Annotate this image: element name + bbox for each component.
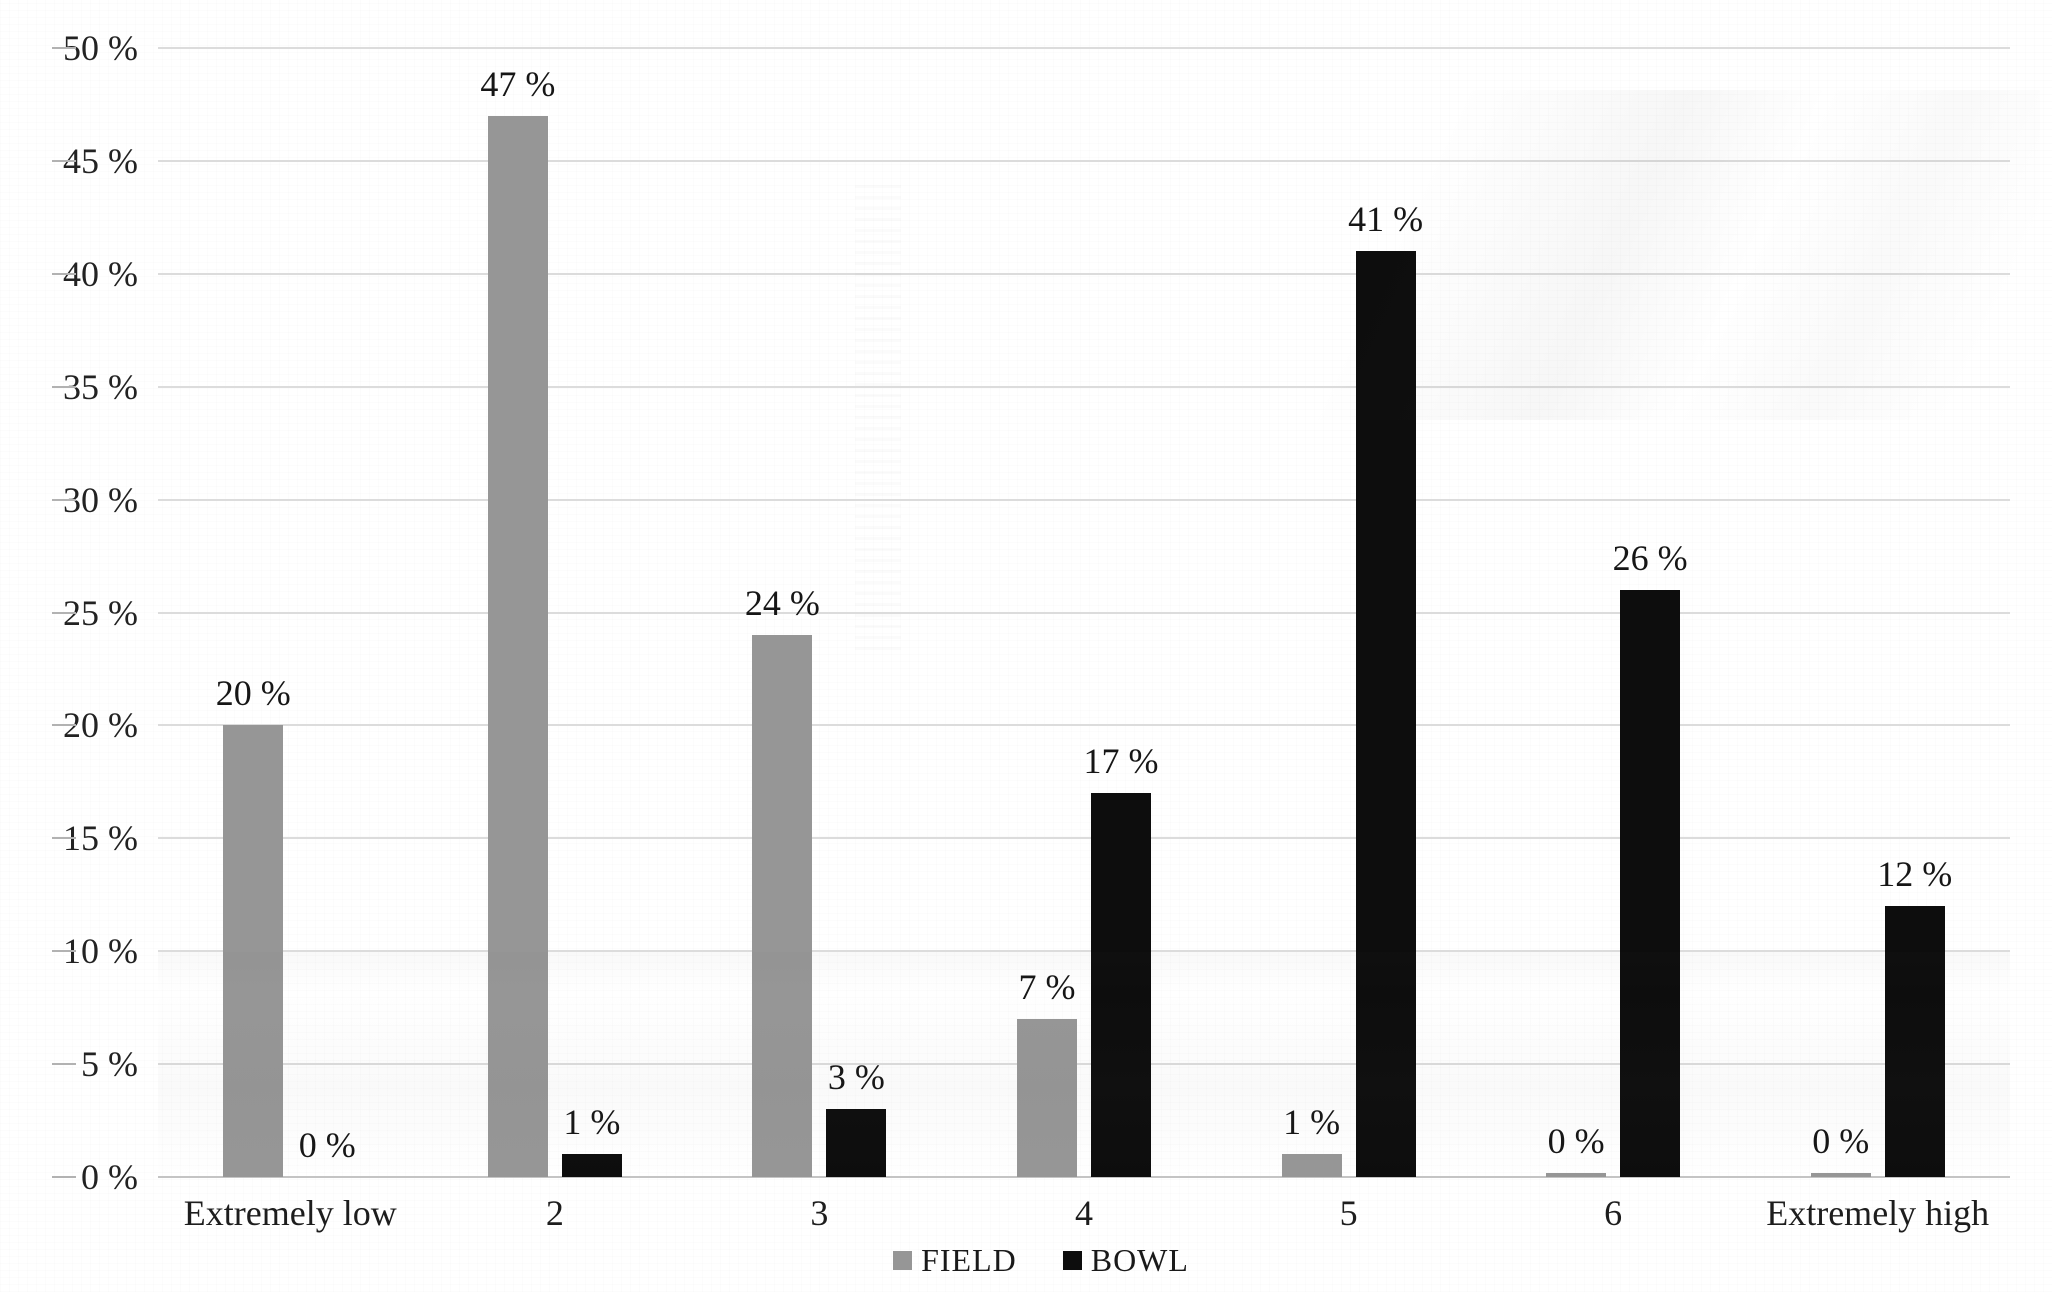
legend-label-bowl: BOWL [1090, 1242, 1189, 1278]
x-axis-label-1: Extremely low [183, 1193, 397, 1233]
bar-bowl-6 [1620, 589, 1681, 1177]
x-axis-label-7: Extremely high [1766, 1193, 1990, 1233]
bar-field-6 [1546, 1173, 1607, 1177]
x-axis-label-4: 4 [1075, 1193, 1093, 1233]
field-swatch-icon [893, 1250, 913, 1270]
bar-value-label-bowl-4: 17 % [1083, 741, 1159, 782]
x-axis-label-2: 2 [545, 1193, 564, 1233]
legend-item-field: FIELD [893, 1243, 1017, 1277]
gridline-20 [158, 724, 2010, 727]
bar-value-label-field-3: 24 % [744, 583, 820, 624]
y-axis-tick-50 [52, 47, 76, 49]
bar-field-5 [1281, 1154, 1342, 1177]
gridline-45 [158, 159, 2010, 162]
bar-bowl-3 [826, 1109, 887, 1177]
bar-value-label-field-6: 0 % [1547, 1121, 1605, 1161]
bar-field-3 [752, 635, 813, 1177]
bar-bowl-2 [561, 1154, 622, 1177]
bar-value-label-bowl-5: 41 % [1348, 199, 1424, 240]
gridline-50 [158, 47, 2010, 49]
y-axis-tick-40 [52, 272, 76, 275]
bar-field-7 [1810, 1173, 1871, 1177]
bar-value-label-field-7: 0 % [1812, 1121, 1870, 1161]
bar-value-label-field-5: 1 % [1283, 1102, 1341, 1143]
y-axis-tick-25 [52, 611, 76, 614]
y-axis-tick-45 [52, 159, 76, 162]
y-axis-tick-35 [52, 385, 76, 388]
y-axis-label-5: 5 % [81, 1044, 138, 1085]
legend-item-bowl: BOWL [1062, 1242, 1189, 1278]
gridline-5 [158, 1063, 2010, 1066]
bar-bowl-7 [1884, 906, 1945, 1177]
gridline-40 [158, 272, 2010, 275]
x-axis-label-6: 6 [1604, 1193, 1623, 1233]
y-axis-tick-5 [52, 1063, 76, 1066]
bar-bowl-4 [1091, 793, 1151, 1177]
y-axis-label-0: 0 % [81, 1157, 138, 1197]
plot-area: 20 % 0 % 47 % 1 % 24 % 3 % 7 % 17 % 1 % 41 % 0 % 26… [158, 47, 2010, 1178]
bar-value-label-bowl-7: 12 % [1877, 854, 1953, 895]
bar-value-label-field-2: 47 % [480, 63, 556, 104]
gridline-30 [158, 498, 2010, 501]
gridline-35 [158, 385, 2010, 388]
bar-value-label-field-4: 7 % [1018, 966, 1076, 1007]
bar-field-4 [1017, 1018, 1077, 1177]
gridline-0 [158, 1176, 2010, 1178]
bar-value-label-bowl-2: 1 % [563, 1102, 621, 1143]
gridline-25 [158, 611, 2010, 614]
bar-field-2 [487, 115, 548, 1177]
bowl-swatch-icon [1062, 1250, 1082, 1270]
gridline-10 [158, 950, 2010, 953]
x-axis-label-5: 5 [1339, 1193, 1358, 1233]
y-axis-tick-10 [52, 950, 76, 953]
bar-value-label-bowl-6: 26 % [1612, 537, 1688, 578]
legend: FIELD BOWL [0, 1243, 2052, 1277]
bar-value-label-bowl-1: 0 % [298, 1125, 356, 1165]
y-axis-tick-15 [52, 837, 76, 840]
x-axis-label-3: 3 [810, 1193, 829, 1233]
legend-label-field: FIELD [921, 1242, 1017, 1278]
bar-value-label-bowl-3: 3 % [827, 1057, 885, 1098]
bar-value-label-field-1: 20 % [215, 673, 291, 714]
y-axis-tick-20 [52, 724, 76, 727]
gridline-15 [158, 837, 2010, 840]
y-axis-tick-30 [52, 498, 76, 501]
bar-bowl-5 [1355, 251, 1416, 1177]
bar-field-1 [223, 725, 284, 1177]
y-axis-tick-0 [52, 1176, 76, 1178]
